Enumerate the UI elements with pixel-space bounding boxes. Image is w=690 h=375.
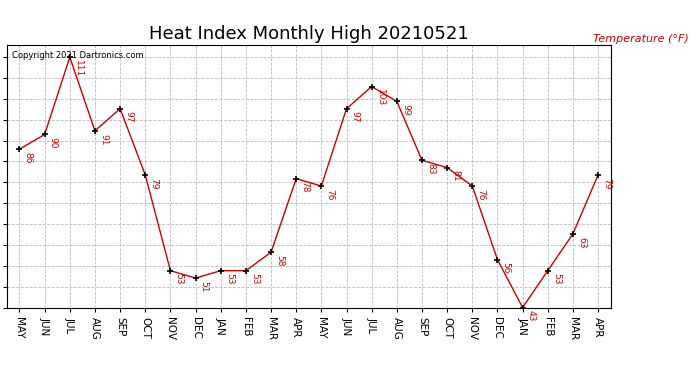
Text: 79: 79 — [150, 178, 159, 189]
Text: 56: 56 — [502, 262, 511, 274]
Text: 58: 58 — [275, 255, 284, 267]
Text: 63: 63 — [577, 237, 586, 248]
Text: 78: 78 — [300, 182, 309, 193]
Text: 99: 99 — [401, 104, 410, 116]
Text: Copyright 2021 Dartronics.com: Copyright 2021 Dartronics.com — [12, 51, 144, 60]
Text: 97: 97 — [351, 111, 359, 123]
Text: 76: 76 — [326, 189, 335, 200]
Text: 53: 53 — [175, 273, 184, 285]
Text: 111: 111 — [74, 60, 83, 77]
Text: 53: 53 — [552, 273, 561, 285]
Text: 81: 81 — [451, 170, 460, 182]
Text: 76: 76 — [477, 189, 486, 200]
Text: 51: 51 — [199, 281, 209, 292]
Text: 91: 91 — [99, 134, 108, 145]
Text: 90: 90 — [49, 137, 58, 149]
Text: 53: 53 — [225, 273, 234, 285]
Text: 97: 97 — [124, 111, 133, 123]
Text: 53: 53 — [250, 273, 259, 285]
Title: Heat Index Monthly High 20210521: Heat Index Monthly High 20210521 — [149, 26, 469, 44]
Text: 103: 103 — [376, 89, 385, 106]
Text: 43: 43 — [526, 310, 535, 322]
Text: 79: 79 — [602, 178, 611, 189]
Text: 83: 83 — [426, 163, 435, 174]
Text: 86: 86 — [23, 152, 32, 164]
Text: Temperature (°F): Temperature (°F) — [593, 34, 689, 44]
